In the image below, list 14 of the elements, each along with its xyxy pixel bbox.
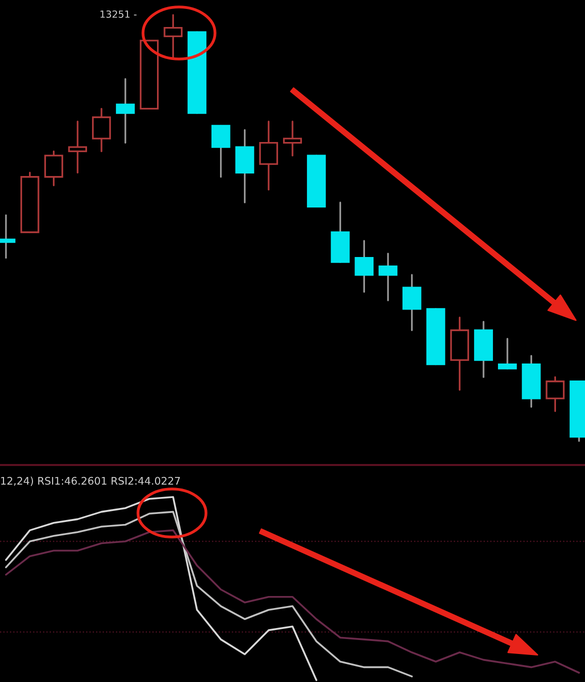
candlestick	[235, 129, 254, 204]
candlestick	[378, 252, 398, 302]
candlestick	[116, 78, 135, 144]
chart-subtitle: 12,24) RSI1:46.2601 RSI2:44.0227	[1, 476, 180, 486]
candlestick	[92, 108, 111, 152]
candlestick	[354, 240, 374, 293]
candlestick	[164, 14, 183, 58]
candlestick	[259, 120, 278, 190]
annotation: 13251 -	[100, 10, 137, 18]
candlestick	[402, 274, 422, 332]
candlestick	[450, 316, 470, 391]
candlestick	[474, 320, 493, 378]
candlestick	[283, 120, 302, 156]
candlestick	[68, 120, 88, 174]
